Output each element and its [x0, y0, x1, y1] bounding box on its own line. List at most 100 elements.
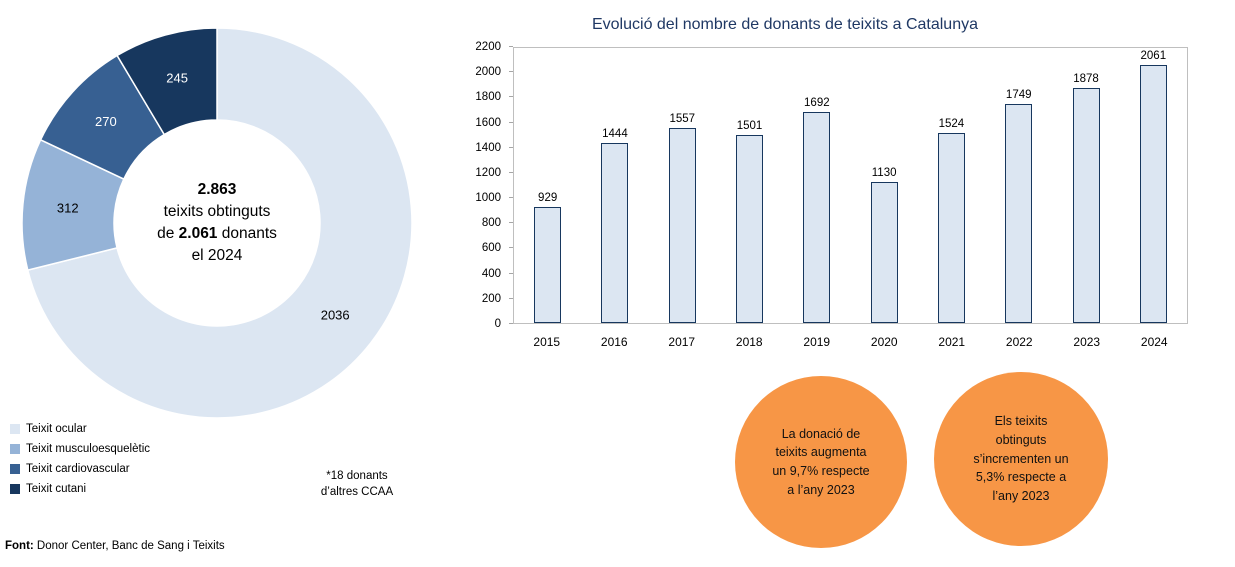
x-tick-label: 2023 — [1073, 335, 1101, 349]
y-tick-label: 0 — [494, 318, 501, 330]
bar-group: 1130 — [850, 48, 917, 323]
y-tick-mark — [509, 323, 513, 324]
center-line-year: el 2024 — [191, 247, 243, 264]
bar-value-label: 1444 — [602, 127, 628, 140]
y-tick-label: 2000 — [475, 66, 501, 79]
bar-value-label: 1501 — [736, 120, 763, 133]
legend-item: Teixit ocular — [10, 419, 150, 439]
y-tick-mark — [509, 222, 513, 224]
legend-item: Teixit musculoesquelètic — [10, 439, 150, 459]
source-text: Donor Center, Banc de Sang i Teixits — [33, 540, 225, 552]
x-tick-label: 2020 — [870, 335, 898, 349]
donut-svg: 2036 312 270 245 — [21, 27, 413, 419]
bar-chart: 0 200 400 600 800 1000 1200 1400 1600 1800 2000 220… — [455, 41, 1190, 366]
bar — [534, 206, 562, 323]
center-line-tissues: teixits obtinguts — [163, 203, 271, 220]
x-tick-label: 2021 — [938, 335, 966, 349]
y-tick-mark — [509, 71, 513, 73]
legend-swatch — [10, 424, 20, 434]
bars: 929 1444 1557 1501 1692 1130 1524 1749 1878 2061 — [514, 48, 1187, 323]
donut-value-label: 270 — [95, 114, 117, 129]
bar — [937, 132, 965, 323]
donors-post: donants — [217, 225, 277, 242]
y-tick-mark — [509, 121, 513, 123]
legend-swatch — [10, 484, 20, 494]
x-tick-label: 2022 — [1005, 335, 1033, 349]
y-tick-mark — [509, 171, 513, 173]
x-tick-label: 2018 — [735, 335, 763, 349]
donut-legend: Teixit ocular Teixit musculoesquelètic T… — [10, 419, 150, 499]
bar — [1139, 65, 1167, 323]
y-tick-label: 200 — [481, 292, 501, 305]
bar-value-label: 1557 — [669, 113, 696, 126]
legend-label: Teixit musculoesquelètic — [26, 443, 151, 455]
bar-group: 929 — [514, 48, 581, 323]
x-axis: 2015 2016 2017 2018 2019 2020 2021 2022 2023 2024 — [513, 335, 1188, 350]
y-tick-label: 600 — [481, 242, 501, 255]
total-donors: 2.061 — [178, 225, 218, 242]
donut-slice — [116, 27, 218, 136]
source-label: Font: — [5, 540, 34, 552]
bar-value-label: 1130 — [871, 166, 897, 179]
x-tick-label: 2019 — [803, 335, 831, 349]
legend-item: Teixit cardiovascular — [10, 459, 150, 479]
x-tick-label: 2015 — [533, 335, 561, 349]
y-tick-mark — [509, 46, 513, 47]
y-tick-mark — [509, 96, 513, 98]
donut-value-label: 245 — [166, 70, 188, 85]
bar — [1072, 88, 1100, 323]
bar-value-label: 1692 — [804, 96, 830, 109]
donut-value-label: 312 — [57, 200, 79, 215]
bar-value-label: 1749 — [1005, 89, 1032, 102]
bar — [1005, 104, 1033, 323]
growth-badge-donors: La donació de teixits augmenta un 9,7% r… — [735, 376, 907, 548]
bar-group: 1501 — [716, 48, 783, 323]
legend-swatch — [10, 464, 20, 474]
source-note: Font: Donor Center, Banc de Sang i Teixi… — [5, 540, 225, 552]
bar — [736, 135, 764, 323]
total-tissues: 2.863 — [197, 181, 237, 198]
y-tick-mark — [509, 272, 513, 274]
bar-group: 1557 — [649, 48, 716, 323]
ccaa-note: *18 donants d’altres CCAA — [320, 470, 394, 499]
bar-value-label: 1878 — [1073, 73, 1099, 86]
y-tick-label: 1800 — [475, 91, 501, 104]
donut-center-text: 2.863 teixits obtinguts de 2.061 donants… — [122, 179, 312, 267]
y-tick-label: 1000 — [475, 192, 501, 205]
bar-chart-title: Evolució del nombre de donants de teixit… — [591, 16, 978, 33]
plot-area: 929 1444 1557 1501 1692 1130 1524 1749 1878 2061 — [513, 47, 1188, 324]
legend-label: Teixit ocular — [26, 423, 87, 435]
bar — [870, 181, 898, 323]
bar — [601, 142, 629, 323]
donut-chart: 2036 312 270 245 2.863 teixits obtinguts de… — [14, 20, 420, 426]
y-tick-mark — [509, 247, 513, 249]
bar-group: 1444 — [581, 48, 648, 323]
bar-group: 1692 — [783, 48, 850, 323]
donut-slice — [26, 27, 413, 419]
legend-item: Teixit cutani — [10, 479, 150, 499]
bar-group: 1749 — [985, 48, 1052, 323]
bar-group: 1524 — [918, 48, 985, 323]
y-tick-label: 2200 — [475, 41, 501, 53]
center-line-donors: de 2.061 donants — [122, 223, 312, 245]
legend-label: Teixit cutani — [26, 483, 87, 495]
x-tick-label: 2016 — [600, 335, 628, 349]
bar-value-label: 2061 — [1140, 50, 1167, 63]
x-tick-label: 2024 — [1140, 335, 1168, 349]
bar-value-label: 1524 — [938, 117, 965, 130]
y-tick-label: 1400 — [475, 141, 501, 154]
legend-label: Teixit cardiovascular — [26, 463, 130, 475]
donut-value-label: 2036 — [321, 307, 350, 322]
x-tick-label: 2017 — [668, 335, 696, 349]
legend-swatch — [10, 444, 20, 454]
bar-group: 1878 — [1052, 48, 1119, 323]
bar-group: 2061 — [1120, 48, 1187, 323]
bar — [803, 111, 831, 323]
y-tick-label: 1200 — [475, 166, 501, 179]
y-tick-mark — [509, 297, 513, 299]
y-tick-label: 1600 — [475, 116, 501, 129]
bar — [668, 128, 696, 323]
y-tick-label: 800 — [481, 217, 501, 230]
donors-pre: de — [157, 225, 179, 242]
